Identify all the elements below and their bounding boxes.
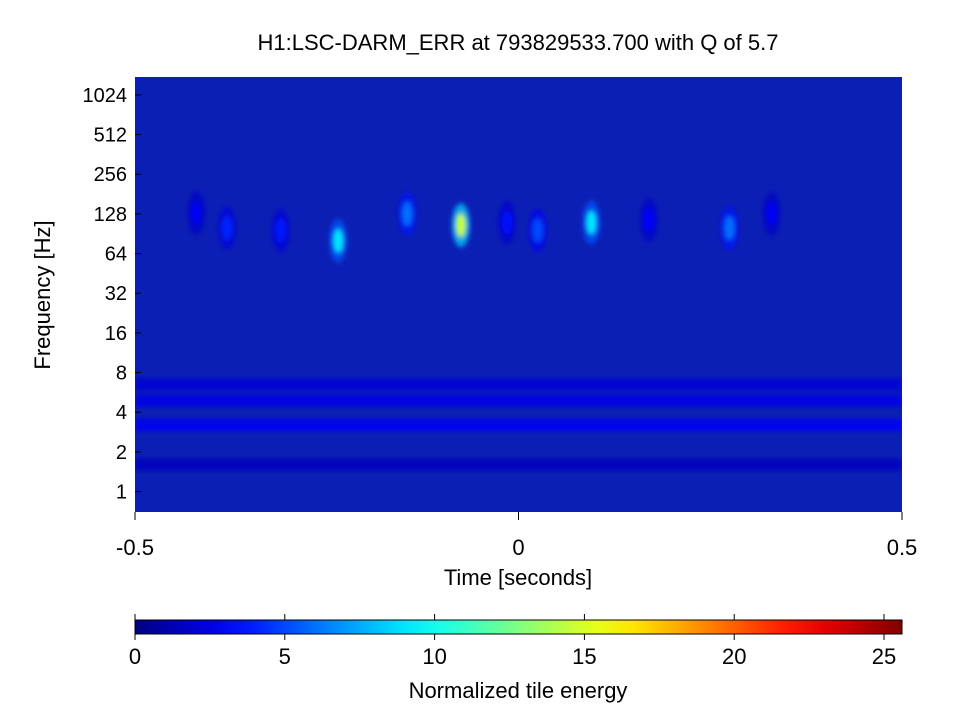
heatmap-band	[135, 394, 902, 407]
heatmap-event	[222, 216, 233, 241]
x-axis: -0.5 0 0.5	[116, 512, 917, 560]
colorbar-tick-label: 20	[722, 644, 746, 669]
y-tick-label: 32	[105, 283, 127, 305]
heatmap-event	[586, 210, 597, 235]
y-tick-label: 64	[105, 244, 127, 266]
y-tick-label: 256	[94, 164, 127, 186]
heatmap-event	[766, 201, 777, 226]
y-tick-label: 1024	[83, 85, 128, 107]
colorbar-tick-label: 25	[872, 644, 896, 669]
heatmap-event	[724, 216, 735, 241]
y-axis-label: Frequency [Hz]	[30, 220, 55, 369]
colorbar-tick-label: 5	[279, 644, 291, 669]
x-tick-label: -0.5	[116, 535, 154, 560]
y-tick-label: 4	[116, 402, 127, 424]
heatmap-background	[135, 77, 902, 512]
heatmap-event	[501, 210, 512, 235]
heatmap-event	[455, 213, 466, 238]
heatmap-event	[402, 201, 413, 226]
colorbar-tick-label: 10	[422, 644, 446, 669]
heatmap-band	[135, 378, 902, 391]
x-tick-label: 0.5	[887, 535, 918, 560]
y-tick-label: 2	[116, 442, 127, 464]
x-tick-label: 0	[512, 535, 524, 560]
y-tick-label: 8	[116, 363, 127, 385]
heatmap-band	[135, 458, 902, 471]
heatmap-event	[333, 228, 344, 253]
colorbar-gradient	[134, 619, 903, 635]
y-axis: 1 2 4 8 16 32 64 128 256 512 1024	[83, 85, 141, 504]
heatmap-event	[532, 218, 543, 243]
plot-area	[135, 77, 902, 512]
heatmap-bands	[135, 378, 902, 471]
colorbar: 0 5 10 15 20 25 Normalized tile energy	[129, 614, 903, 703]
colorbar-tick-label: 0	[129, 644, 141, 669]
heatmap-event	[191, 201, 202, 226]
y-tick-label: 128	[94, 204, 127, 226]
heatmap-band	[135, 419, 902, 432]
heatmap-event	[643, 208, 654, 233]
colorbar-ticks: 0 5 10 15 20 25	[129, 614, 896, 669]
colorbar-label: Normalized tile energy	[409, 678, 628, 703]
y-tick-label: 16	[105, 323, 127, 345]
colorbar-tick-label: 15	[572, 644, 596, 669]
x-axis-label: Time [seconds]	[444, 565, 592, 590]
y-tick-label: 512	[94, 125, 127, 147]
heatmap-events	[187, 191, 781, 263]
y-tick-label: 1	[116, 482, 127, 504]
chart-title: H1:LSC-DARM_ERR at 793829533.700 with Q …	[258, 30, 779, 55]
heatmap-event	[275, 218, 286, 243]
